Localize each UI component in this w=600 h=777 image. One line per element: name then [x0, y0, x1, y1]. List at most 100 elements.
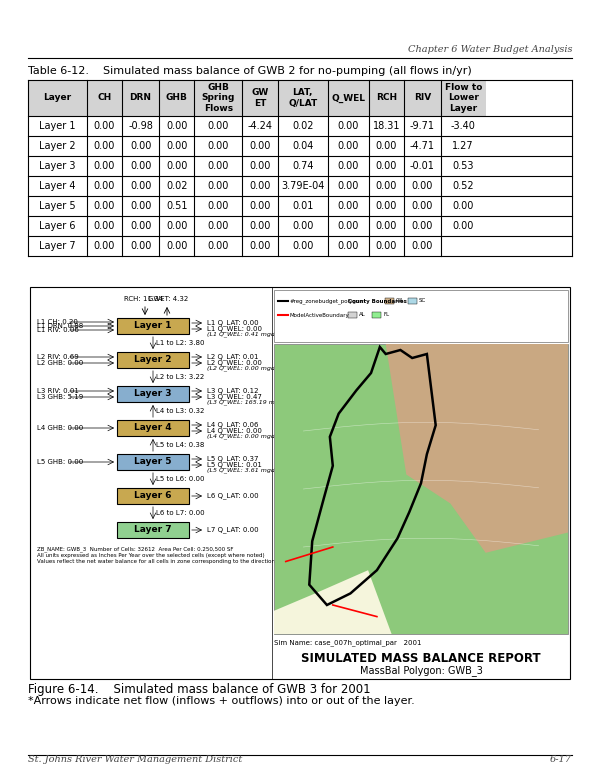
Bar: [404, 176, 441, 196]
Text: 0.00: 0.00: [94, 181, 115, 191]
Bar: [441, 216, 485, 236]
Bar: [159, 116, 194, 136]
Text: L2 Q_LAT: 0.01: L2 Q_LAT: 0.01: [207, 354, 259, 361]
Bar: [274, 290, 568, 342]
Text: GHB
Spring
Flows: GHB Spring Flows: [202, 83, 235, 113]
Text: 0.00: 0.00: [412, 241, 433, 251]
Text: SC: SC: [419, 298, 426, 304]
Text: L3 Q_WEL: 0.47: L3 Q_WEL: 0.47: [207, 394, 262, 400]
Text: 0.02: 0.02: [166, 181, 188, 191]
Text: ModelActiveBoundary: ModelActiveBoundary: [290, 312, 350, 318]
Bar: [278, 176, 328, 196]
Text: 0.00: 0.00: [208, 221, 229, 231]
Bar: [328, 80, 368, 116]
Bar: [194, 80, 242, 116]
Text: 0.00: 0.00: [250, 201, 271, 211]
Text: 0.00: 0.00: [376, 161, 397, 171]
Bar: [28, 176, 87, 196]
Text: 0.00: 0.00: [130, 201, 151, 211]
Text: 3.79E-04: 3.79E-04: [281, 181, 325, 191]
Bar: [159, 136, 194, 156]
Text: L4 Q_WEL: 0.00: L4 Q_WEL: 0.00: [207, 427, 262, 434]
Text: L2 to L3: 3.22: L2 to L3: 3.22: [156, 374, 204, 380]
Bar: [441, 236, 485, 256]
Text: 0.00: 0.00: [166, 141, 187, 151]
Bar: [278, 136, 328, 156]
Bar: [159, 236, 194, 256]
Text: Layer 3: Layer 3: [134, 389, 172, 399]
Text: Flow to
Lower
Layer: Flow to Lower Layer: [445, 83, 482, 113]
Bar: [368, 156, 404, 176]
Text: L4 GHB: 0.00: L4 GHB: 0.00: [37, 425, 83, 431]
Bar: [117, 386, 189, 402]
Bar: [117, 522, 189, 538]
Bar: [30, 287, 570, 679]
Bar: [117, 420, 189, 436]
Text: -4.24: -4.24: [248, 121, 272, 131]
Text: 0.00: 0.00: [208, 201, 229, 211]
Bar: [122, 80, 159, 116]
Text: (L3 Q_WEL: 165.19 mgd): (L3 Q_WEL: 165.19 mgd): [207, 399, 286, 406]
Text: 0.04: 0.04: [292, 141, 313, 151]
Text: RIV: RIV: [414, 93, 431, 103]
Text: 0.00: 0.00: [337, 161, 359, 171]
Bar: [328, 216, 368, 236]
Bar: [242, 236, 278, 256]
Text: L5 to L4: 0.38: L5 to L4: 0.38: [156, 442, 205, 448]
Text: Chapter 6 Water Budget Analysis: Chapter 6 Water Budget Analysis: [407, 45, 572, 54]
Text: Layer 1: Layer 1: [39, 121, 76, 131]
Bar: [441, 176, 485, 196]
Text: 1.27: 1.27: [452, 141, 474, 151]
Bar: [122, 236, 159, 256]
Text: Figure 6-14.    Simulated mass balance of GWB 3 for 2001: Figure 6-14. Simulated mass balance of G…: [28, 683, 371, 696]
Bar: [87, 216, 122, 236]
Text: Layer 4: Layer 4: [39, 181, 76, 191]
Bar: [368, 80, 404, 116]
Text: MassBal Polygon: GWB_3: MassBal Polygon: GWB_3: [359, 665, 482, 676]
Bar: [441, 136, 485, 156]
Bar: [122, 216, 159, 236]
Text: 0.52: 0.52: [452, 181, 474, 191]
Bar: [385, 298, 394, 304]
Text: 0.00: 0.00: [94, 201, 115, 211]
Text: St. Johns River Water Management District: St. Johns River Water Management Distric…: [28, 755, 242, 764]
Bar: [194, 116, 242, 136]
Text: 0.00: 0.00: [337, 201, 359, 211]
Text: 0.00: 0.00: [376, 141, 397, 151]
Bar: [194, 236, 242, 256]
Text: RCH: 11.34: RCH: 11.34: [124, 296, 164, 302]
Bar: [278, 80, 328, 116]
Bar: [87, 236, 122, 256]
Text: 0.00: 0.00: [94, 241, 115, 251]
Bar: [404, 80, 441, 116]
Bar: [368, 216, 404, 236]
Bar: [242, 156, 278, 176]
Bar: [117, 352, 189, 368]
Bar: [28, 196, 87, 216]
Bar: [278, 216, 328, 236]
Text: (L1 Q_WEL: 0.41 mgd): (L1 Q_WEL: 0.41 mgd): [207, 332, 277, 337]
Text: 0.00: 0.00: [337, 121, 359, 131]
Text: L1 CH: 0.20: L1 CH: 0.20: [37, 319, 78, 325]
Text: Values reflect the net water balance for all cells in zone corresponding to the : Values reflect the net water balance for…: [37, 559, 302, 564]
Text: GHB: GHB: [166, 93, 188, 103]
Text: 0.00: 0.00: [130, 161, 151, 171]
Text: AL: AL: [359, 312, 366, 318]
Text: Layer 2: Layer 2: [134, 356, 172, 364]
Bar: [87, 116, 122, 136]
Bar: [328, 176, 368, 196]
Text: 0.00: 0.00: [166, 221, 187, 231]
Bar: [122, 136, 159, 156]
Text: GW
ET: GW ET: [251, 89, 269, 108]
Bar: [242, 216, 278, 236]
Text: L5 Q_LAT: 0.37: L5 Q_LAT: 0.37: [207, 455, 259, 462]
Text: All units expressed as Inches Per Year over the selected cells (except where not: All units expressed as Inches Per Year o…: [37, 553, 265, 558]
Text: L3 GHB: 5.19: L3 GHB: 5.19: [37, 394, 83, 400]
Text: Q_WEL: Q_WEL: [331, 93, 365, 103]
Text: 0.00: 0.00: [250, 141, 271, 151]
Bar: [28, 156, 87, 176]
Bar: [117, 488, 189, 504]
Text: 0.00: 0.00: [130, 141, 151, 151]
Text: 0.00: 0.00: [166, 161, 187, 171]
Text: 0.00: 0.00: [376, 241, 397, 251]
